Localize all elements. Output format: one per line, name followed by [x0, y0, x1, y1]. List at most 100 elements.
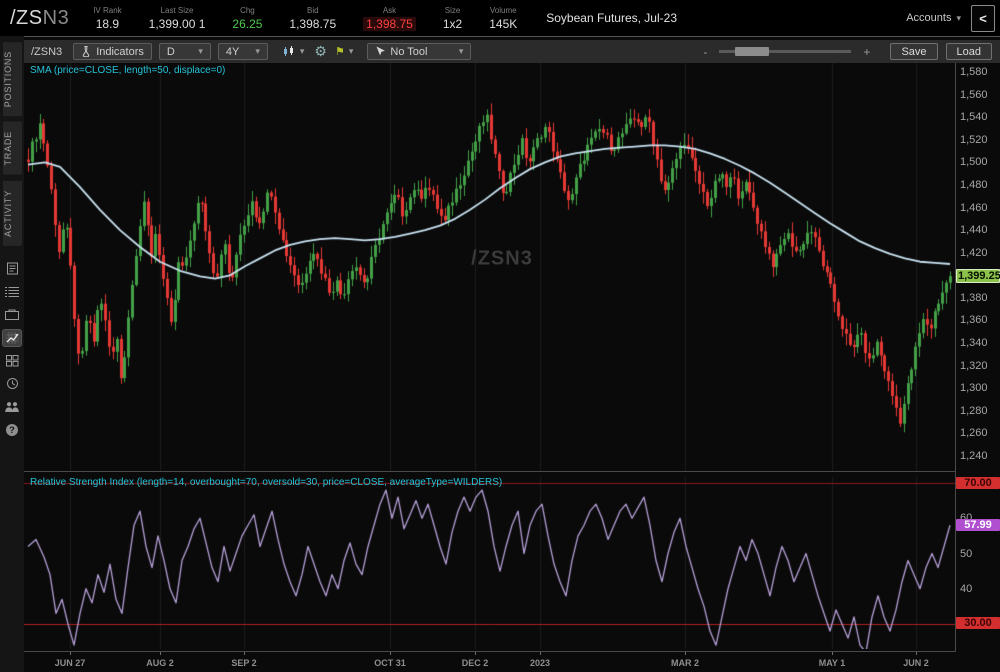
- stat-value: 1x2: [442, 16, 463, 31]
- stat-value: 1,398.75: [289, 16, 337, 31]
- stat-value: 26.25: [232, 16, 263, 31]
- zoom-slider-handle[interactable]: [735, 47, 770, 56]
- load-button[interactable]: Load: [945, 43, 992, 60]
- rsi-tick-label: 40: [960, 582, 973, 595]
- price-tick-label: 1,240: [960, 450, 988, 462]
- price-axis-border: [955, 63, 956, 652]
- date-tickmark: [160, 652, 161, 655]
- date-tickmark: [475, 652, 476, 655]
- symbol-title: /ZSN3: [10, 7, 69, 30]
- notes-icon[interactable]: [3, 261, 21, 277]
- stat-label: Bid: [307, 5, 319, 15]
- price-tick-label: 1,460: [960, 201, 988, 214]
- cursor-arrow-icon: [375, 46, 386, 57]
- rsi-value-badge: 57.99: [956, 519, 1000, 532]
- header-right: Accounts ▾ <: [906, 4, 995, 32]
- date-label: AUG 2: [146, 658, 174, 668]
- date-tickmark: [70, 652, 71, 655]
- sidebar-tab-positions[interactable]: POSITIONS: [2, 42, 22, 117]
- help-icon[interactable]: ?: [3, 422, 21, 438]
- save-button[interactable]: Save: [890, 43, 938, 60]
- timeframe-dropdown[interactable]: D ▾: [158, 43, 211, 60]
- date-label: MAY 1: [818, 658, 846, 668]
- stat-label: Chg: [240, 5, 255, 15]
- pane-separator[interactable]: [24, 471, 955, 472]
- date-label: OCT 31: [374, 658, 406, 668]
- chart-type-dropdown[interactable]: ▾: [283, 46, 305, 57]
- quote-stat: Volume 145K: [489, 6, 517, 31]
- date-label: SEP 2: [231, 658, 257, 668]
- zoom-slider[interactable]: [719, 47, 852, 56]
- chevron-down-icon: ▾: [255, 46, 260, 56]
- price-tick-label: 1,580: [960, 66, 988, 78]
- stat-label: Size: [444, 5, 461, 15]
- folder-icon[interactable]: [3, 307, 21, 323]
- grid-icon[interactable]: [3, 353, 21, 369]
- left-sidebar: POSITIONS TRADE ACTIVITY ?: [0, 36, 24, 672]
- accounts-label: Accounts: [906, 12, 952, 24]
- price-tick-label: 1,260: [960, 427, 988, 440]
- collapse-panel-button[interactable]: <: [971, 4, 995, 32]
- symbol-root: /ZS: [10, 6, 43, 29]
- price-tick-label: 1,540: [960, 111, 988, 124]
- price-tick-label: 1,440: [960, 224, 988, 237]
- price-tick-label: 1,380: [960, 291, 988, 304]
- quote-stats: IV Rank 18.9 Last Size 1,399.00 1 Chg 26.25 Bi…: [93, 6, 544, 31]
- quote-stat: Last Size 1,399.00 1: [149, 6, 206, 31]
- rsi-chart-canvas[interactable]: [24, 477, 955, 649]
- price-tick-label: 1,280: [960, 404, 988, 417]
- chart-icon[interactable]: [3, 329, 21, 346]
- history-icon[interactable]: [3, 376, 21, 392]
- symbol-suffix: N3: [42, 6, 70, 29]
- range-dropdown[interactable]: 4Y ▾: [217, 43, 268, 60]
- quote-stat: Size 1x2: [443, 6, 462, 31]
- price-tick-label: 1,320: [960, 359, 988, 372]
- chevron-down-icon: ▾: [458, 46, 464, 56]
- date-tickmark: [540, 652, 541, 655]
- pattern-flag-icon: ⚑: [334, 46, 345, 58]
- date-label: JUN 27: [54, 658, 86, 668]
- date-label: 2023: [529, 658, 551, 668]
- rsi-oversold-badge: 30.00: [956, 617, 1000, 629]
- drawing-tool-dropdown[interactable]: No Tool ▾: [367, 43, 472, 60]
- indicators-button[interactable]: Indicators: [73, 43, 152, 60]
- date-axis[interactable]: JUN 27 AUG 2 SEP 2 OCT 31 DEC 2 2023 MAR 2 MAY …: [24, 652, 955, 672]
- stat-value: 1,398.75: [363, 16, 416, 31]
- timeframe-value: D: [166, 45, 175, 58]
- sidebar-tab-activity[interactable]: ACTIVITY: [2, 180, 22, 246]
- zoom-out-button[interactable]: -: [703, 44, 708, 59]
- price-tick-label: 1,560: [960, 88, 988, 101]
- chevron-down-icon: ▾: [299, 46, 305, 56]
- zoom-in-button[interactable]: +: [863, 44, 871, 59]
- rsi-study-label[interactable]: Relative Strength Index (length=14, over…: [30, 477, 503, 488]
- rsi-tick-label: 50: [960, 547, 973, 560]
- sidebar-icons: ?: [3, 261, 21, 438]
- accounts-dropdown[interactable]: Accounts ▾: [906, 12, 961, 24]
- zoom-control: - +: [697, 45, 876, 59]
- date-tickmark: [832, 652, 833, 655]
- quote-stat: Chg 26.25: [232, 6, 262, 31]
- candlestick-type-icon: [283, 46, 296, 57]
- instrument-description: Soybean Futures, Jul-23: [546, 11, 677, 25]
- date-label: JUN 2: [903, 658, 929, 668]
- indicators-label: Indicators: [96, 45, 144, 58]
- sma-study-label[interactable]: SMA (price=CLOSE, length=50, displace=0): [30, 65, 226, 76]
- list-icon[interactable]: [3, 284, 21, 300]
- sidebar-tab-trade[interactable]: TRADE: [2, 122, 22, 175]
- symbol-watermark: /ZSN3: [471, 247, 533, 270]
- stat-value: 1,399.00 1: [148, 16, 206, 31]
- price-chart-canvas[interactable]: [24, 63, 955, 471]
- range-value: 4Y: [225, 45, 240, 58]
- price-tick-label: 1,500: [960, 156, 988, 169]
- patterns-dropdown[interactable]: ⚑ ▾: [335, 45, 353, 58]
- people-icon[interactable]: [3, 399, 21, 415]
- stat-label: IV Rank: [93, 5, 122, 15]
- sidebar-tabs: POSITIONS TRADE ACTIVITY: [2, 36, 22, 246]
- chart-settings-gear-icon[interactable]: ⚙: [314, 43, 327, 59]
- last-price-badge: 1,399.25: [956, 269, 1000, 284]
- chevron-down-icon: ▾: [198, 46, 203, 56]
- chevron-down-icon: ▾: [956, 12, 961, 23]
- date-tickmark: [244, 652, 245, 655]
- date-tickmark: [916, 652, 917, 655]
